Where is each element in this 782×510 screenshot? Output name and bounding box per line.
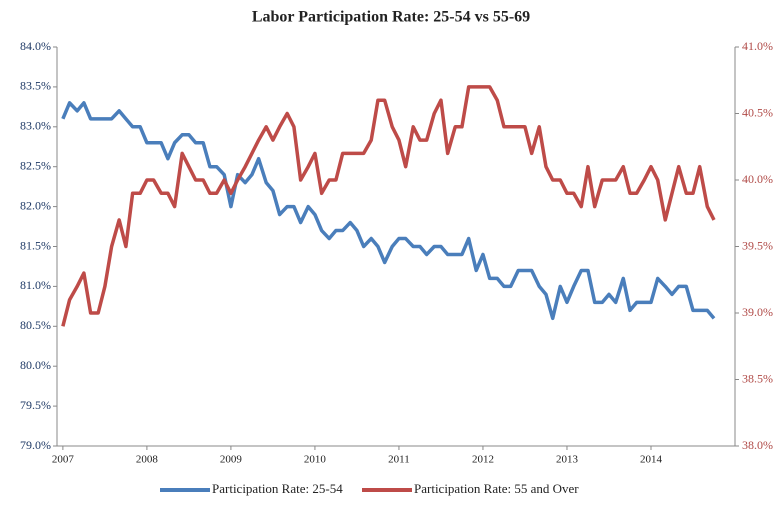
y-tick-label: 81.0%: [20, 278, 51, 292]
y-tick-label: 82.0%: [20, 198, 51, 212]
legend-label: Participation Rate: 25-54: [212, 481, 343, 496]
x-tick-label: 2007: [52, 454, 75, 466]
y2-tick-label: 39.5%: [742, 238, 773, 252]
y-tick-label: 79.0%: [20, 438, 51, 452]
y2-tick-label: 40.5%: [742, 105, 773, 119]
y-tick-label: 80.0%: [20, 358, 51, 372]
chart-title: Labor Participation Rate: 25-54 vs 55-69: [252, 9, 530, 26]
y2-tick-label: 38.5%: [742, 371, 773, 385]
y-tick-label: 81.5%: [20, 238, 51, 252]
y2-tick-label: 40.0%: [742, 172, 773, 186]
y-tick-label: 82.5%: [20, 158, 51, 172]
x-tick-label: 2012: [472, 454, 494, 466]
series-line: [61, 101, 716, 321]
y2-tick-label: 39.0%: [742, 305, 773, 319]
y-tick-label: 80.5%: [20, 318, 51, 332]
y2-tick-label: 38.0%: [742, 438, 773, 452]
x-tick-label: 2008: [136, 454, 159, 466]
x-tick-label: 2010: [304, 454, 327, 466]
x-tick-label: 2011: [388, 454, 410, 466]
y-tick-label: 83.5%: [20, 79, 51, 93]
x-tick-label: 2014: [640, 454, 663, 466]
x-tick-label: 2009: [220, 454, 243, 466]
y2-tick-label: 41.0%: [742, 39, 773, 53]
series-line: [61, 85, 716, 327]
x-tick-label: 2013: [556, 454, 579, 466]
y-tick-label: 84.0%: [20, 39, 51, 53]
y-tick-label: 83.0%: [20, 119, 51, 133]
y-tick-label: 79.5%: [20, 398, 51, 412]
legend-label: Participation Rate: 55 and Over: [414, 481, 579, 496]
